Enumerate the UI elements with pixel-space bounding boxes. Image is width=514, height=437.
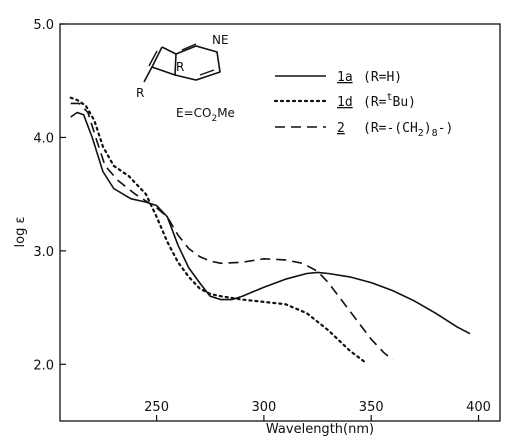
series-line-1d [69,96,366,364]
series-line-1a [70,111,471,335]
x-axis-ticks: 250 300 350 400 [144,400,491,421]
y-axis-ticks: 2.0 3.0 4.0 5.0 [33,18,66,373]
y-tick-label: 3.0 [33,245,54,260]
legend-id-1a: 1a [337,70,353,85]
chemical-structure: NE R R E=CO2Me [136,33,235,124]
structure-atom-r-substituent: R [136,86,144,100]
y-axis-title: log ε [13,217,28,248]
x-tick-label: 400 [466,400,491,415]
legend-id-1d: 1d [337,95,353,110]
structure-skeleton [143,43,221,83]
legend-label-1a: (R=H) [363,70,402,85]
x-tick-label: 250 [144,400,169,415]
series-line-2 [70,102,394,361]
structure-atom-r-ring: R [176,60,184,74]
structure-atom-ne: NE [212,33,229,47]
legend-id-2: 2 [337,121,345,136]
y-tick-label: 5.0 [33,18,54,33]
x-tick-label: 350 [359,400,384,415]
plot-frame [59,23,501,422]
series-layer [69,96,471,364]
legend-entry-1d: 1d (R=tBu) [273,92,416,110]
x-axis-title: Wavelength(nm) [266,422,374,437]
legend-label-2: (R=-(CH2)8-) [363,121,453,139]
structure-definition: E=CO2Me [176,106,235,124]
y-tick-label: 2.0 [33,358,54,373]
y-tick-label: 4.0 [33,131,54,146]
x-tick-label: 300 [251,400,276,415]
legend-entry-2: 2 (R=-(CH2)8-) [275,121,453,139]
legend: 1a (R=H) 1d (R=tBu) 2 (R=-(CH2)8-) [273,70,453,139]
legend-label-1d: (R=tBu) [363,92,416,110]
legend-entry-1a: 1a (R=H) [275,70,402,85]
